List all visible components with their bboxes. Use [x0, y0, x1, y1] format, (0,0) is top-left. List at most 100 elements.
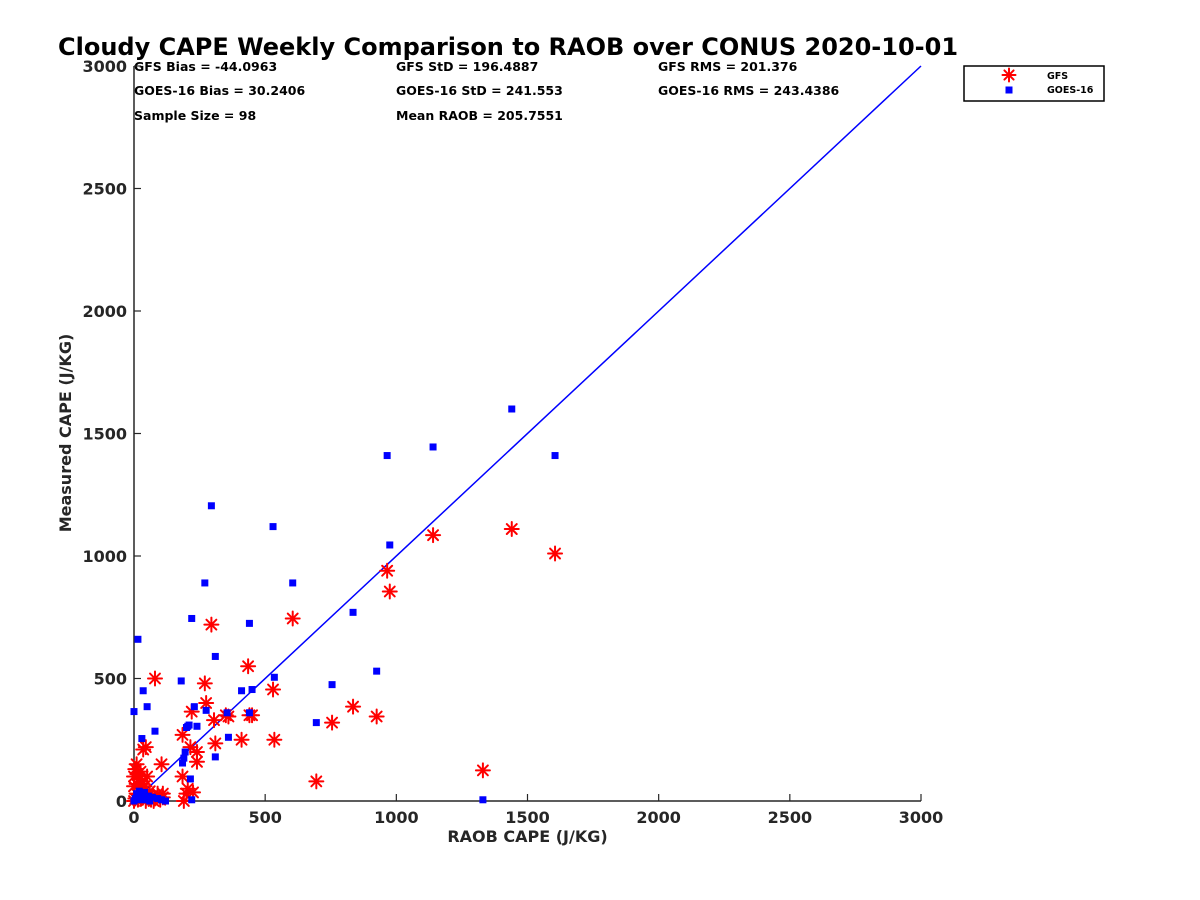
series-gfs: [126, 521, 564, 809]
goes16-point: [245, 619, 253, 627]
gfs-point: [345, 698, 362, 715]
goes16-point: [211, 753, 219, 761]
gfs-point: [324, 714, 341, 731]
goes16-point: [180, 754, 188, 762]
stat-goes-rms: GOES-16 RMS = 243.4386: [658, 83, 840, 98]
gfs-point: [198, 695, 215, 711]
gfs-point: [206, 712, 223, 729]
goes16-point: [373, 667, 381, 675]
gfs-point: [379, 562, 396, 579]
gfs-point: [174, 726, 191, 743]
x-tick-label: 500: [248, 808, 281, 827]
goes16-point: [185, 721, 193, 729]
gfs-point: [153, 756, 170, 773]
goes16-point: [140, 788, 148, 796]
legend-goes16-marker: [1005, 86, 1013, 94]
gfs-point: [196, 675, 213, 692]
x-tick-label: 1000: [374, 808, 419, 827]
goes16-point: [188, 796, 196, 804]
legend: GFS GOES-16: [963, 65, 1105, 102]
goes16-point: [181, 748, 189, 756]
legend-goes16-label: GOES-16: [1047, 85, 1094, 96]
x-axis-label: RAOB CAPE (J/KG): [447, 827, 607, 846]
goes16-point: [207, 502, 215, 510]
legend-goes16-symbol: [1005, 86, 1013, 94]
goes16-point: [429, 443, 437, 451]
series-goes16: [130, 405, 559, 805]
legend-gfs-symbol: [1001, 67, 1017, 83]
legend-box: [963, 65, 1105, 102]
goes16-point: [158, 796, 166, 804]
goes16-point: [134, 635, 142, 643]
goes16-point: [551, 452, 559, 460]
y-ticks: 0 500 1000 1500 2000 2500 3000: [82, 57, 141, 811]
y-tick-label: 1500: [82, 425, 127, 444]
goes16-point: [134, 792, 142, 800]
goes16-point: [201, 579, 209, 587]
gfs-point: [266, 731, 283, 748]
goes16-point: [186, 775, 194, 783]
x-tick-label: 3000: [899, 808, 944, 827]
gfs-point: [425, 527, 442, 544]
goes16-point: [349, 608, 357, 616]
goes16-point: [179, 759, 187, 767]
gfs-point: [547, 545, 564, 562]
chart-title: Cloudy CAPE Weekly Comparison to RAOB ov…: [58, 33, 958, 61]
goes16-point: [289, 579, 297, 587]
stat-mean-raob: Mean RAOB = 205.7551: [396, 108, 563, 123]
goes16-point: [223, 709, 231, 717]
x-tick-label: 2000: [636, 808, 681, 827]
y-tick-label: 0: [116, 792, 127, 811]
x-ticks: 0 500 1000 1500 2000 2500 3000: [128, 794, 943, 827]
gfs-point: [308, 773, 325, 790]
gfs-point: [368, 708, 385, 725]
goes16-point: [188, 614, 196, 622]
goes16-point: [202, 706, 210, 714]
gfs-point: [240, 658, 257, 675]
goes16-point: [139, 687, 147, 695]
y-axis-label: Measured CAPE (J/KG): [56, 334, 75, 533]
goes16-point: [193, 722, 201, 730]
goes16-point: [386, 541, 394, 549]
stat-sample-size: Sample Size = 98: [134, 108, 256, 123]
legend-gfs-marker: [1001, 67, 1017, 83]
gfs-point: [381, 583, 398, 600]
one-to-one-line: [133, 65, 922, 802]
goes16-point: [238, 687, 246, 695]
y-tick-label: 1000: [82, 547, 127, 566]
gfs-point: [188, 744, 205, 760]
goes16-point: [138, 735, 146, 743]
goes16-point: [508, 405, 516, 413]
goes16-point: [270, 673, 278, 681]
goes16-point: [151, 727, 159, 735]
goes16-point: [248, 686, 256, 694]
goes16-point: [224, 733, 232, 741]
goes16-point: [144, 792, 152, 800]
goes16-point: [328, 681, 336, 689]
stat-goes-std: GOES-16 StD = 241.553: [396, 83, 563, 98]
gfs-point: [139, 768, 156, 785]
gfs-point: [207, 735, 224, 752]
y-tick-label: 2500: [82, 180, 127, 199]
legend-gfs-label: GFS: [1047, 71, 1068, 82]
gfs-point: [233, 731, 250, 748]
gfs-point: [203, 616, 220, 633]
goes16-point: [146, 797, 154, 805]
goes16-point: [130, 708, 138, 716]
goes16-point: [312, 719, 320, 727]
goes16-point: [154, 795, 162, 803]
stat-gfs-bias: GFS Bias = -44.0963: [134, 59, 277, 74]
goes16-point: [148, 793, 156, 801]
goes16-point: [383, 452, 391, 460]
y-tick-label: 2000: [82, 302, 127, 321]
stat-gfs-std: GFS StD = 196.4887: [396, 59, 538, 74]
goes16-point: [143, 703, 151, 711]
goes16-point: [479, 796, 487, 804]
goes16-point: [245, 709, 253, 717]
stats-block: GFS Bias = -44.0963 GFS StD = 196.4887 G…: [134, 59, 840, 123]
y-tick-label: 500: [94, 670, 127, 689]
gfs-point: [284, 610, 301, 627]
goes16-point: [177, 677, 185, 685]
gfs-point: [474, 762, 491, 779]
